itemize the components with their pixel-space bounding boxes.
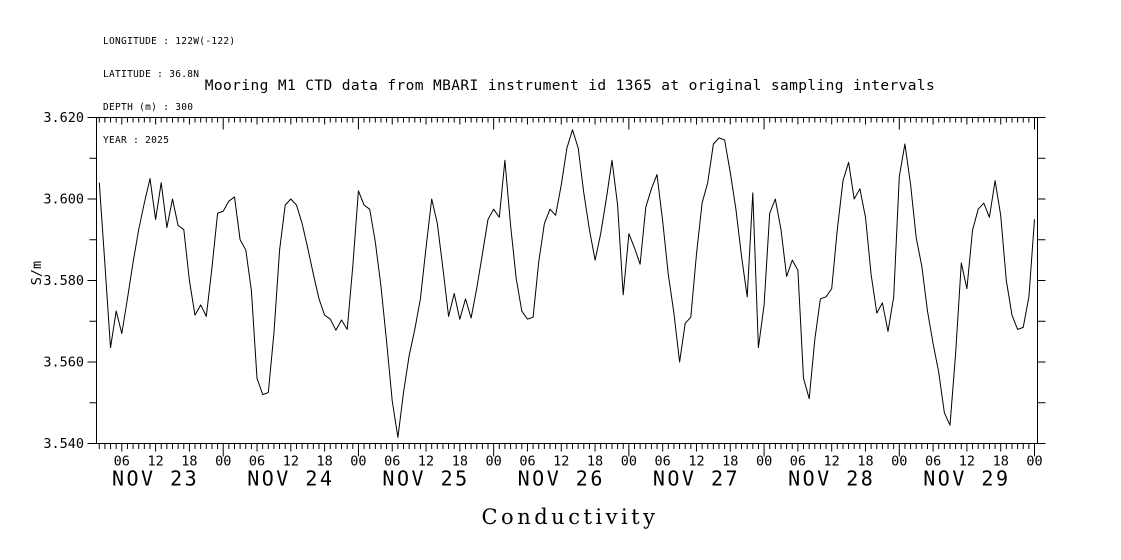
x-hour-tick-label: 12 (824, 454, 840, 470)
x-hour-tick-label: 00 (215, 454, 231, 470)
x-hour-tick-label: 12 (283, 454, 299, 470)
metadata-latitude: LATITUDE : 36.8N (103, 69, 200, 80)
x-hour-tick-label: 18 (993, 454, 1009, 470)
x-day-label: NOV 25 (382, 467, 469, 491)
y-tick-label: 3.600 (43, 192, 84, 208)
x-axis-ticks (98, 117, 1036, 457)
x-day-label: NOV 29 (923, 467, 1010, 491)
x-hour-tick-label: 06 (249, 454, 265, 470)
x-hour-tick-label: 06 (925, 454, 941, 470)
x-hour-tick-label: 18 (857, 454, 873, 470)
x-hour-tick-label: 00 (486, 454, 502, 470)
x-axis-day-labels: NOV 23 NOV 24 NOV 25 NOV 26 NOV 27 NOV 28 NOV … (112, 467, 1010, 491)
x-day-label: NOV 27 (653, 467, 740, 491)
y-axis-ticks (87, 117, 1046, 444)
plot-frame (96, 117, 1038, 444)
x-axis-bottom-label: Conductivity (481, 505, 659, 529)
y-axis-tick-labels: 3.540 3.560 3.580 3.600 3.620 (43, 110, 84, 452)
x-hour-tick-label: 06 (790, 454, 806, 470)
conductivity-series-line (98, 129, 1035, 438)
x-hour-tick-label: 00 (350, 454, 366, 470)
x-day-label: NOV 28 (788, 467, 875, 491)
x-hour-tick-label: 12 (147, 454, 163, 470)
x-hour-tick-label: 18 (722, 454, 738, 470)
x-hour-tick-label: 06 (519, 454, 535, 470)
x-day-label: NOV 24 (247, 467, 334, 491)
metadata-block: LONGITUDE : 122W(-122) LATITUDE : 36.8N … (103, 14, 235, 168)
x-hour-tick-label: 12 (688, 454, 704, 470)
y-tick-label: 3.560 (43, 355, 84, 371)
x-hour-tick-label: 06 (114, 454, 130, 470)
y-tick-label: 3.580 (43, 273, 84, 289)
x-hour-tick-label: 12 (553, 454, 569, 470)
x-hour-tick-label: 18 (587, 454, 603, 470)
metadata-depth: DEPTH (m) : 300 (103, 102, 194, 113)
x-hour-tick-label: 18 (181, 454, 197, 470)
x-hour-tick-label: 18 (316, 454, 332, 470)
x-hour-tick-label: 00 (621, 454, 637, 470)
x-hour-tick-label: 06 (384, 454, 400, 470)
x-hour-tick-label: 06 (655, 454, 671, 470)
metadata-longitude: LONGITUDE : 122W(-122) (103, 36, 236, 47)
x-hour-tick-label: 00 (891, 454, 907, 470)
metadata-year: YEAR : 2025 (103, 135, 170, 146)
x-hour-tick-label: 00 (1026, 454, 1042, 470)
y-axis-title: S/m (29, 260, 45, 286)
x-hour-tick-label: 12 (418, 454, 434, 470)
plot-title: Mooring M1 CTD data from MBARI instrumen… (204, 78, 936, 94)
x-hour-tick-label: 18 (452, 454, 468, 470)
x-hour-tick-label: 00 (756, 454, 772, 470)
x-day-label: NOV 26 (518, 467, 605, 491)
x-hour-tick-label: 12 (959, 454, 975, 470)
x-day-label: NOV 23 (112, 467, 199, 491)
x-axis-hour-labels: 06 12 18 00 06 12 18 00 06 12 18 00 06 12 18 00 06 12 18 00… (114, 454, 1043, 470)
y-tick-label: 3.620 (43, 110, 84, 126)
y-tick-label: 3.540 (43, 436, 84, 452)
